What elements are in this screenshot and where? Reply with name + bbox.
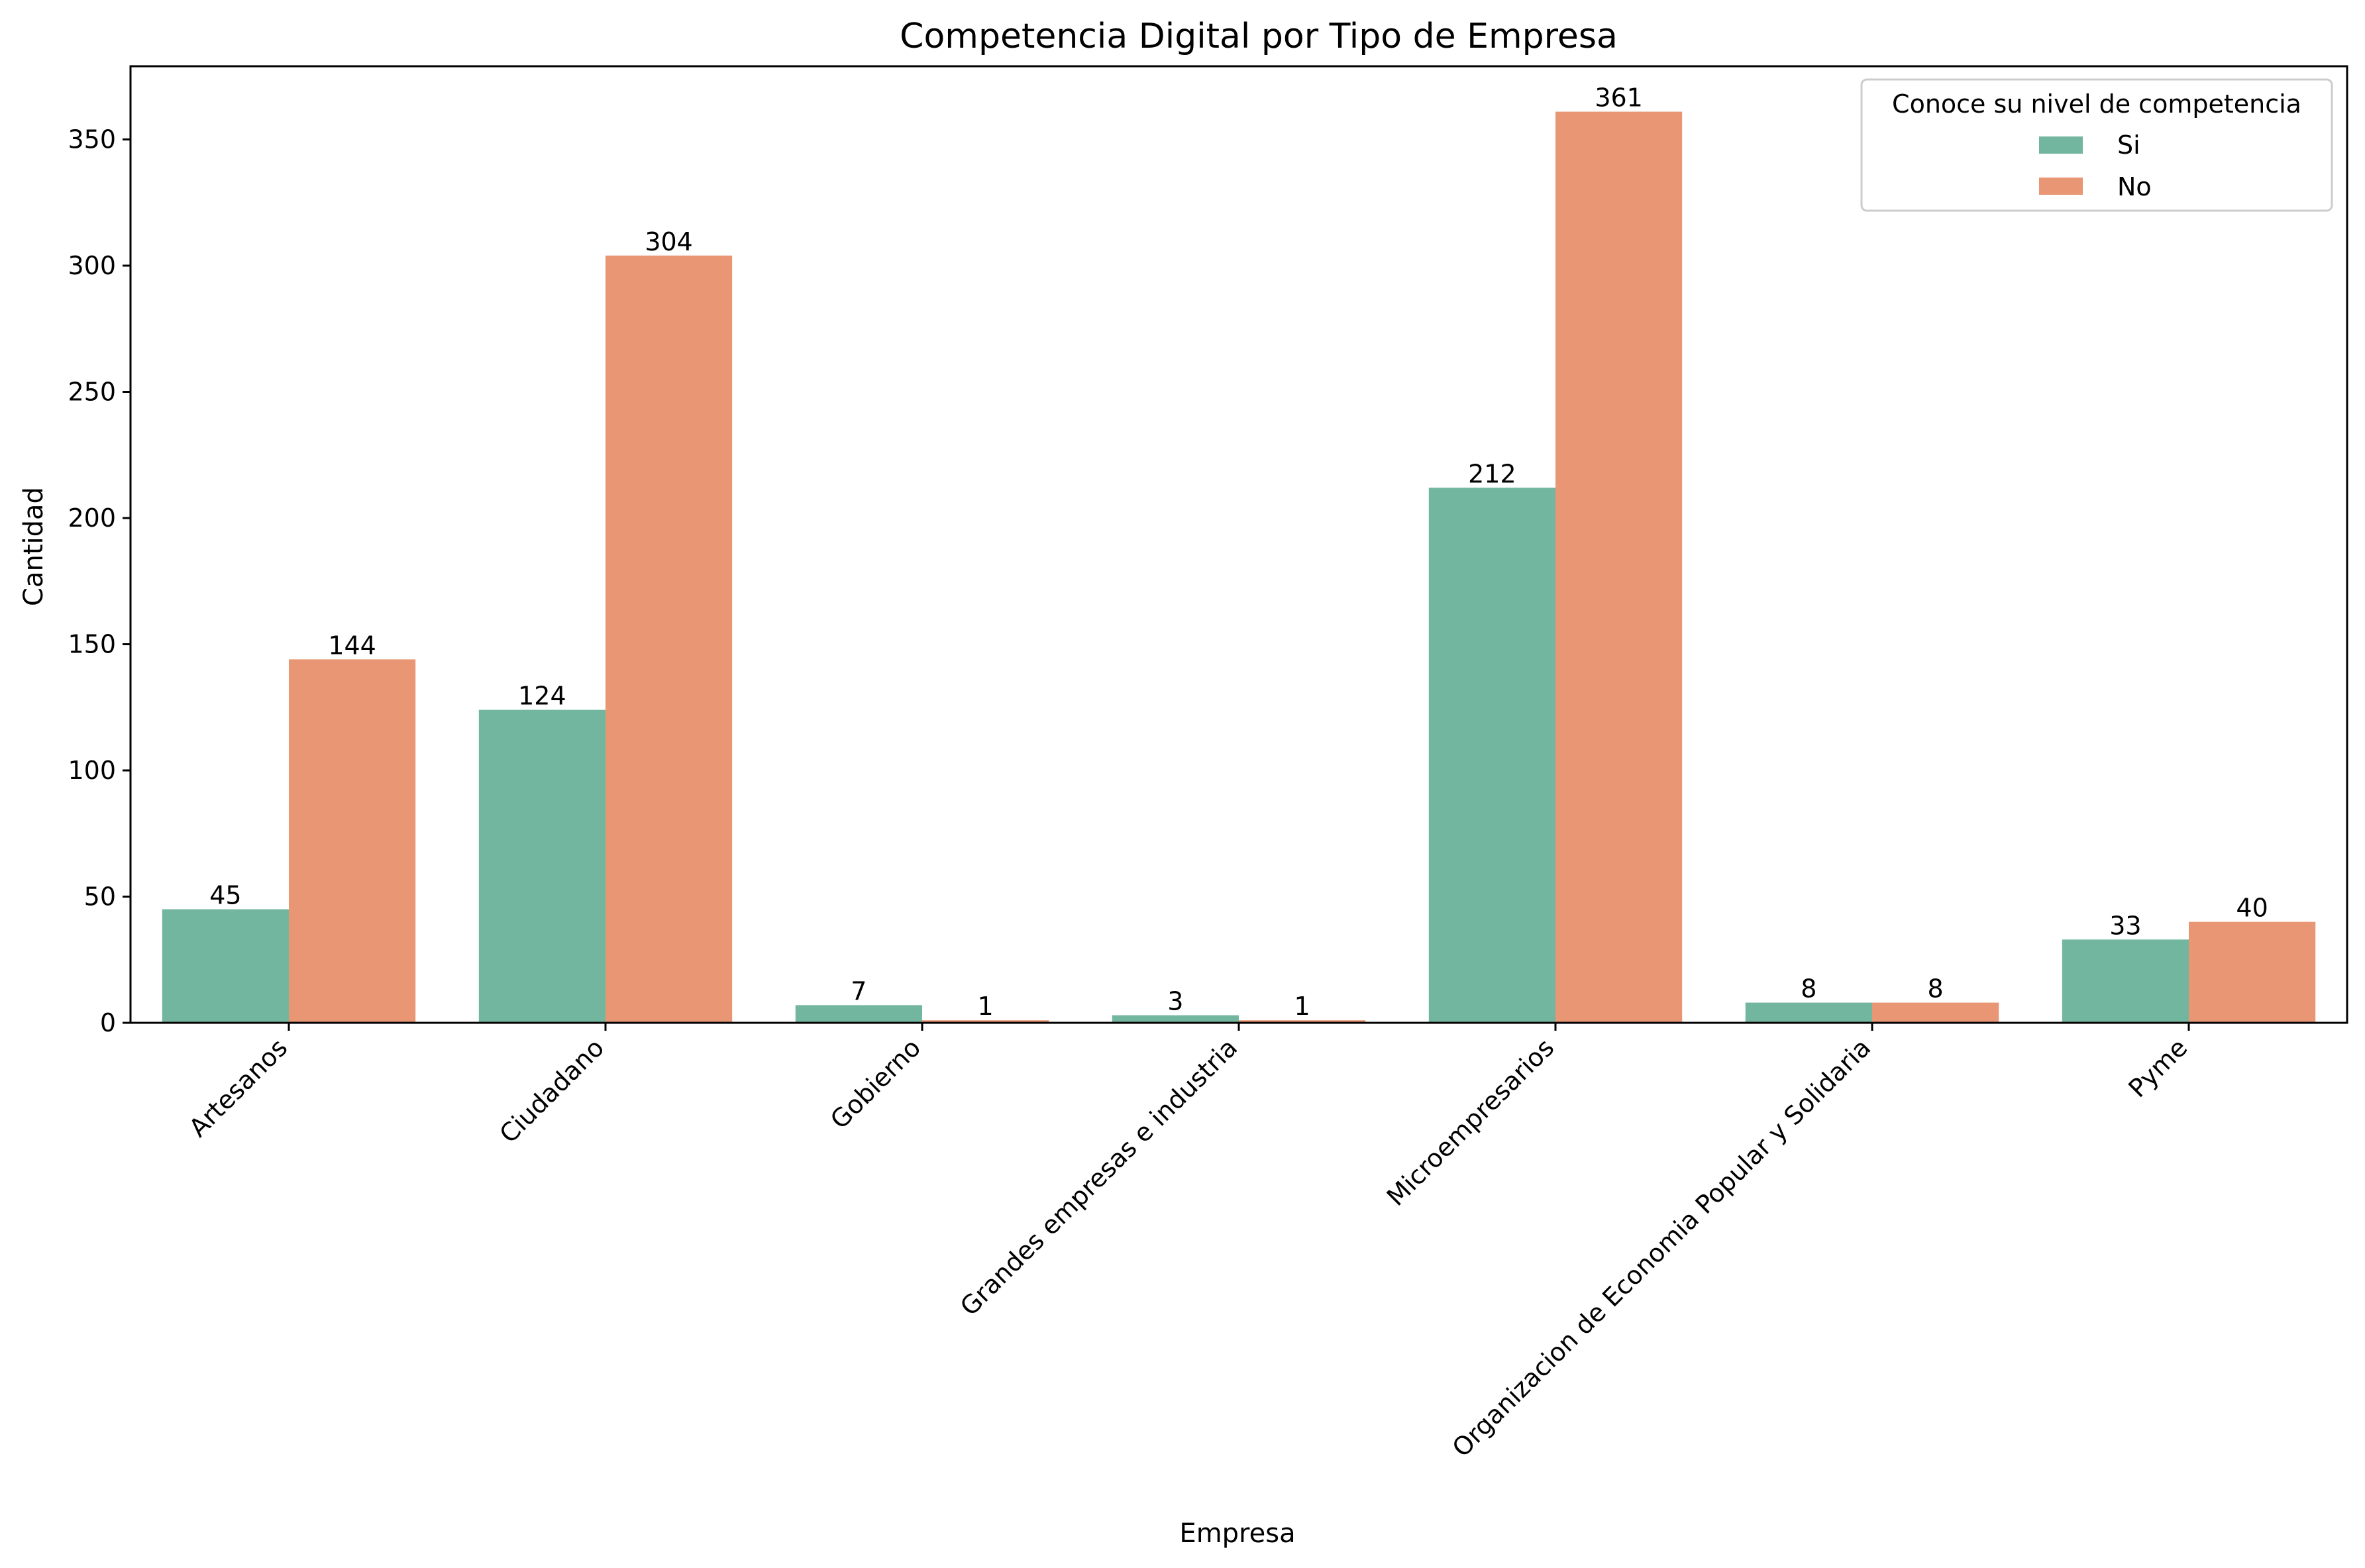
y-tick-label: 200 xyxy=(68,503,116,533)
y-tick-label: 300 xyxy=(68,251,116,280)
bar-si-4 xyxy=(1112,1015,1239,1023)
x-tick-label-2: Ciudadano xyxy=(494,1033,609,1149)
chart-title: Competencia Digital por Tipo de Empresa xyxy=(900,17,1618,56)
bar-no-2 xyxy=(605,255,733,1023)
legend: Conoce su nivel de competencia Si No xyxy=(1860,78,2333,212)
x-axis-title: Empresa xyxy=(1179,1518,1295,1549)
data-label-no-5: 361 xyxy=(1595,83,1643,113)
data-label-no-4: 1 xyxy=(1294,992,1310,1021)
x-tick-label-5: Microempresarios xyxy=(1381,1033,1560,1212)
x-tick-label-4: Grandes empresas e industria xyxy=(955,1033,1243,1322)
y-tick-label: 100 xyxy=(68,756,116,785)
data-label-si-5: 212 xyxy=(1468,459,1516,488)
data-label-no-2: 304 xyxy=(645,227,693,256)
bar-si-3 xyxy=(795,1005,922,1023)
bar-no-7 xyxy=(2189,921,2316,1023)
bar-si-7 xyxy=(2062,939,2189,1023)
legend-label-no: No xyxy=(2117,172,2152,201)
y-tick-label: 250 xyxy=(68,377,116,406)
x-tick-label-3: Gobierno xyxy=(825,1033,926,1134)
data-label-si-7: 33 xyxy=(2109,911,2141,940)
bar-no-1 xyxy=(289,659,416,1023)
y-tick-label: 150 xyxy=(68,629,116,658)
y-tick-label: 0 xyxy=(100,1008,116,1037)
legend-label-si: Si xyxy=(2117,131,2140,160)
data-label-si-2: 124 xyxy=(518,682,566,711)
data-label-no-1: 144 xyxy=(328,631,376,660)
data-label-no-3: 1 xyxy=(978,992,994,1021)
legend-swatch-no xyxy=(2039,178,2083,195)
bar-si-6 xyxy=(1745,1002,1872,1023)
legend-frame xyxy=(1860,78,2333,212)
data-label-no-7: 40 xyxy=(2236,894,2268,923)
bar-no-3 xyxy=(922,1020,1049,1023)
data-label-no-6: 8 xyxy=(1928,974,1944,1004)
bar-no-5 xyxy=(1555,111,1683,1023)
y-tick-label: 50 xyxy=(84,882,116,911)
legend-swatch-si xyxy=(2039,136,2083,154)
bar-no-6 xyxy=(1872,1002,1999,1023)
data-label-si-3: 7 xyxy=(851,976,867,1006)
bars-layer xyxy=(162,111,2316,1023)
data-labels-layer: 45 144 124 304 7 1 3 1 212 361 8 8 33 40 xyxy=(209,83,2268,1021)
data-label-si-1: 45 xyxy=(209,881,241,910)
bar-si-1 xyxy=(162,909,289,1023)
y-axis-title: Cantidad xyxy=(19,487,49,606)
bar-si-5 xyxy=(1428,488,1555,1023)
legend-title: Conoce su nivel de competencia xyxy=(1892,89,2301,119)
data-label-si-6: 8 xyxy=(1801,974,1816,1004)
y-tick-label: 350 xyxy=(68,125,116,154)
x-tick-label-7: Pyme xyxy=(2123,1033,2193,1103)
data-label-si-4: 3 xyxy=(1167,987,1183,1016)
bar-no-4 xyxy=(1239,1020,1366,1023)
x-tick-label-1: Artesanos xyxy=(184,1033,293,1143)
bar-si-2 xyxy=(478,709,605,1023)
